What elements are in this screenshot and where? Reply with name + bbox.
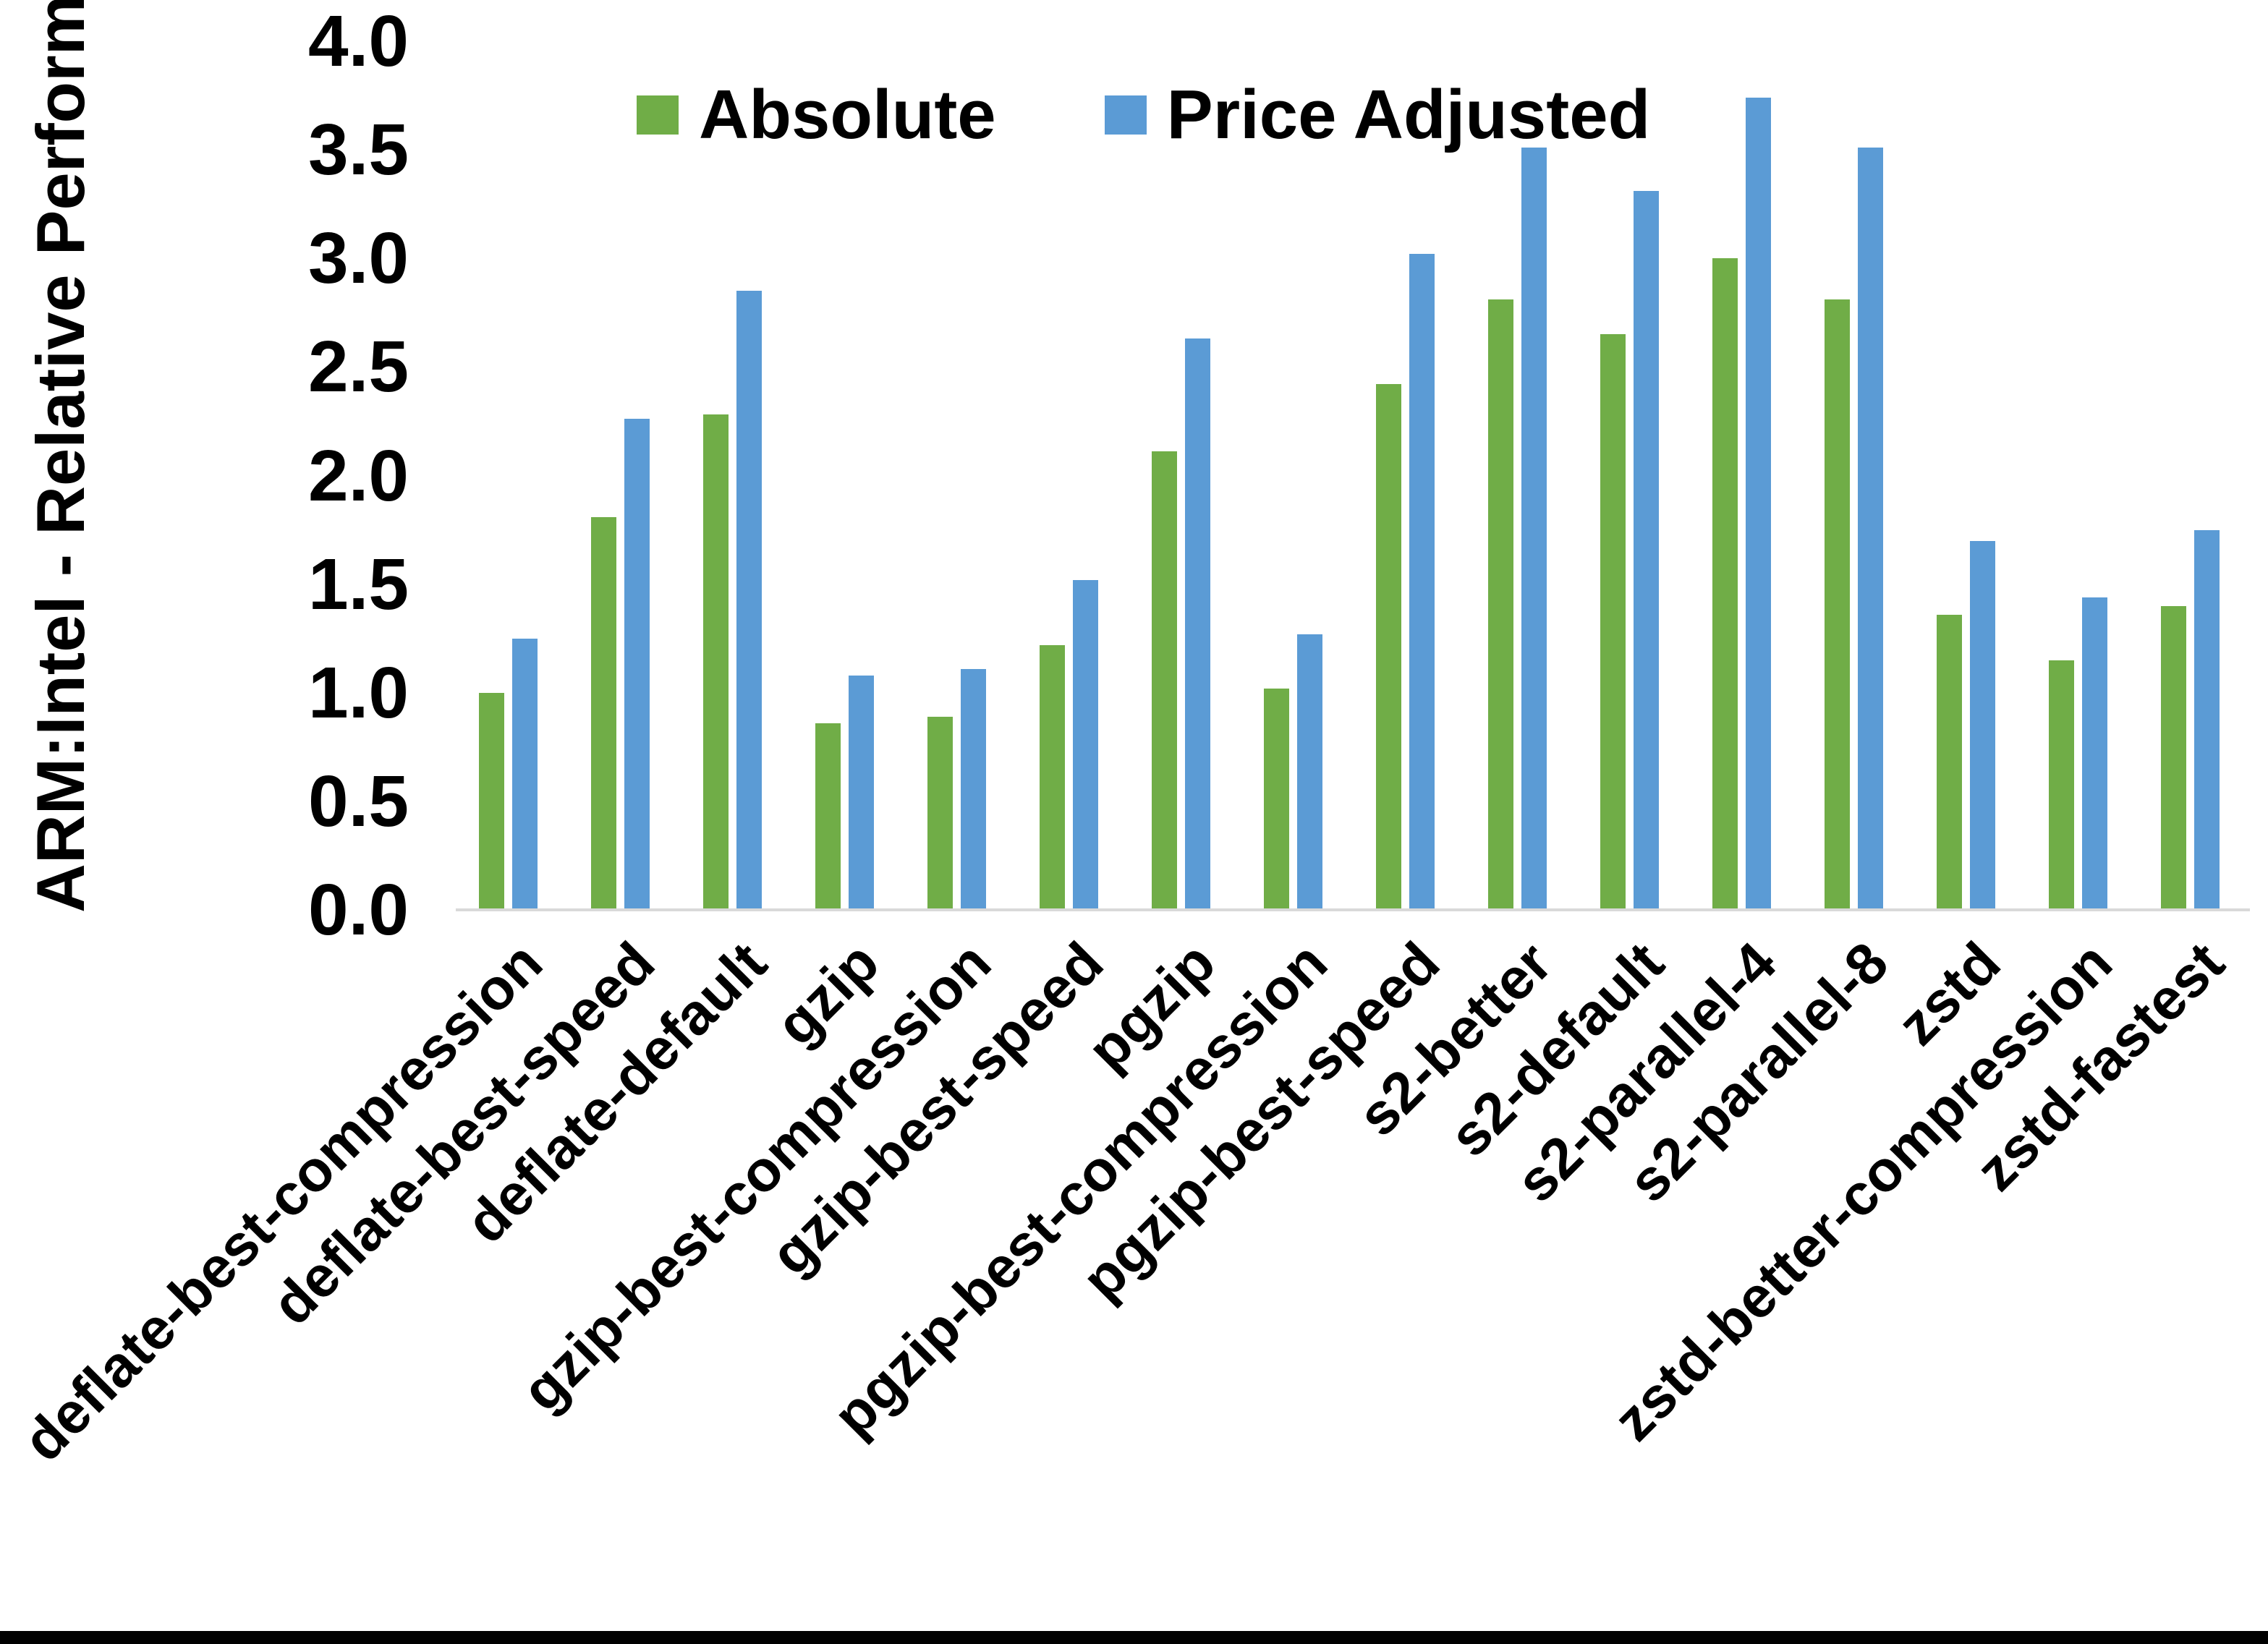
bar-absolute — [927, 717, 953, 910]
x-axis-line — [456, 908, 2250, 911]
y-tick-label: 1.0 — [307, 652, 409, 733]
y-tick-label: 0.5 — [307, 760, 409, 842]
bar-absolute — [2049, 660, 2074, 910]
bar-absolute — [2161, 606, 2186, 910]
y-tick-label: 0.0 — [307, 869, 409, 950]
y-tick-label: 2.5 — [307, 326, 409, 408]
bar-price-adjusted — [1297, 634, 1322, 910]
bar-price-adjusted — [849, 676, 874, 910]
legend: Absolute Price Adjusted — [637, 75, 1650, 155]
bar-price-adjusted — [512, 639, 538, 910]
y-tick-label: 3.5 — [307, 109, 409, 191]
y-tick-label: 3.0 — [307, 218, 409, 299]
legend-item-price-adjusted: Price Adjusted — [1104, 75, 1651, 155]
bar-absolute — [1040, 645, 1065, 910]
bar-absolute — [479, 693, 504, 910]
legend-item-absolute: Absolute — [637, 75, 996, 155]
bar-price-adjusted — [1858, 148, 1883, 910]
bar-absolute — [815, 723, 841, 910]
bar-absolute — [1376, 384, 1401, 910]
bar-absolute — [1712, 258, 1738, 910]
bar-price-adjusted — [1521, 148, 1547, 910]
bar-price-adjusted — [1634, 191, 1659, 910]
bar-absolute — [1152, 451, 1177, 910]
y-tick-label: 4.0 — [307, 1, 409, 82]
bar-price-adjusted — [624, 419, 650, 910]
bar-price-adjusted — [736, 291, 762, 910]
bar-absolute — [591, 517, 616, 910]
y-tick-label: 2.0 — [307, 435, 409, 516]
bar-price-adjusted — [1185, 338, 1210, 910]
bottom-border — [0, 1631, 2268, 1644]
bar-absolute — [1488, 299, 1513, 910]
y-tick-label: 1.5 — [307, 543, 409, 625]
legend-label-price-adjusted: Price Adjusted — [1166, 76, 1651, 153]
bar-absolute — [703, 414, 729, 910]
legend-swatch-price-adjusted-icon — [1104, 95, 1147, 135]
bar-price-adjusted — [961, 669, 986, 910]
legend-label-absolute: Absolute — [699, 76, 996, 153]
bar-price-adjusted — [2082, 597, 2107, 910]
bar-absolute — [1264, 689, 1289, 910]
bar-absolute — [1600, 334, 1626, 910]
legend-swatch-absolute-icon — [637, 95, 679, 135]
bar-price-adjusted — [2194, 530, 2220, 910]
bar-absolute — [1937, 615, 1962, 910]
bar-price-adjusted — [1073, 580, 1098, 910]
bar-price-adjusted — [1746, 98, 1771, 910]
bar-price-adjusted — [1409, 254, 1435, 910]
bar-price-adjusted — [1970, 541, 1995, 910]
bar-absolute — [1825, 299, 1850, 910]
